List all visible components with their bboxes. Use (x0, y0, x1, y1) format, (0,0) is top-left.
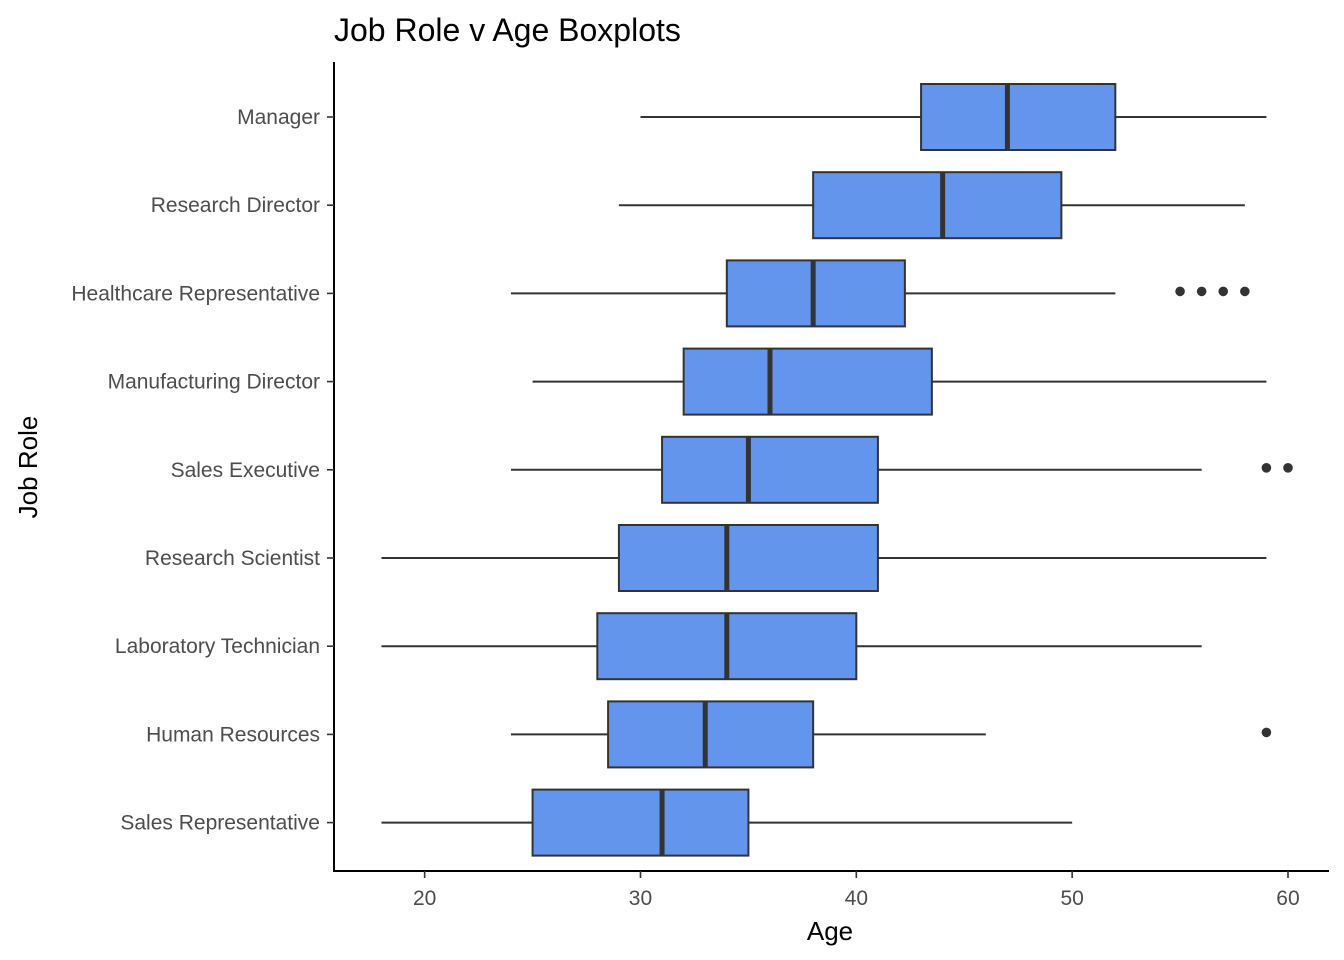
x-tick-label: 20 (413, 887, 436, 910)
y-tick-label: Laboratory Technician (115, 635, 320, 658)
y-tick-label: Sales Executive (171, 459, 320, 482)
outlier-point (1196, 286, 1207, 297)
iqr-box (661, 435, 879, 504)
chart-title: Job Role v Age Boxplots (334, 12, 681, 48)
x-tick-label: 30 (629, 887, 652, 910)
outlier-point (1218, 286, 1229, 297)
box-group-manufacturing-director: Manufacturing Director (108, 347, 1267, 416)
outlier-point (1261, 463, 1272, 473)
box-group-manager: Manager (237, 83, 1267, 151)
outlier-point (1261, 727, 1272, 738)
y-tick-label: Human Resources (146, 723, 320, 746)
y-axis-title: Job Role (13, 416, 43, 519)
y-tick-label: Research Director (151, 194, 320, 217)
x-tick-label: 40 (845, 887, 868, 910)
box-group-research-scientist: Research Scientist (145, 524, 1267, 592)
iqr-box (607, 700, 815, 769)
y-tick-label: Manufacturing Director (108, 371, 320, 394)
box-group-sales-representative: Sales Representative (120, 788, 1073, 857)
y-tick-label: Manager (237, 106, 320, 129)
iqr-box (812, 171, 1063, 240)
x-axis-title: Age (807, 916, 853, 946)
outlier-point (1240, 286, 1250, 297)
box-group-laboratory-technician: Laboratory Technician (115, 612, 1202, 681)
y-tick-label: Sales Representative (120, 812, 320, 835)
box-group-sales-executive: Sales Executive (171, 435, 1293, 504)
iqr-box (920, 83, 1117, 151)
iqr-box (531, 788, 750, 857)
box-group-research-director: Research Director (151, 171, 1245, 240)
box-group-human-resources: Human Resources (146, 700, 1272, 769)
plot-area: 20 30 40 50 60 Manager Research Director Health… (71, 83, 1300, 910)
x-tick-label: 50 (1060, 887, 1083, 910)
iqr-box (725, 259, 906, 328)
y-tick-label: Healthcare Representative (71, 282, 320, 305)
iqr-box (617, 524, 879, 592)
y-tick-label: Research Scientist (145, 547, 320, 570)
outlier-point (1175, 286, 1185, 297)
outlier-point (1283, 463, 1293, 473)
box-group-healthcare-representative: Healthcare Representative (71, 259, 1250, 328)
iqr-box (682, 347, 933, 416)
x-tick-label: 60 (1276, 887, 1299, 910)
